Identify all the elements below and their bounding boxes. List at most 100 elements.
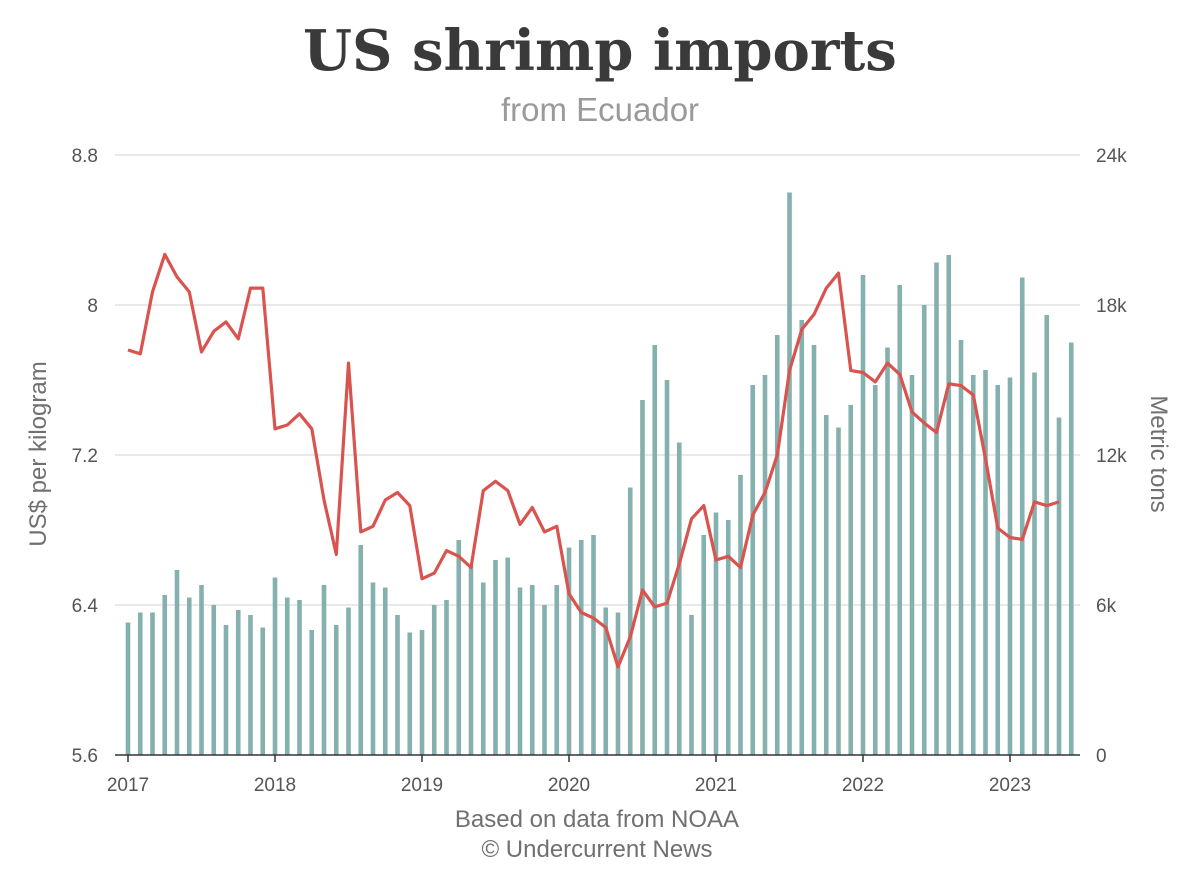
x-tick-label: 2020 — [548, 775, 590, 796]
bar — [456, 540, 462, 755]
x-tick-label: 2018 — [254, 775, 296, 796]
bar — [811, 345, 817, 755]
bar — [174, 570, 180, 755]
bar — [162, 595, 168, 755]
bar — [885, 347, 890, 755]
bar — [468, 565, 474, 755]
bar — [958, 340, 964, 755]
bar — [591, 535, 596, 755]
bar — [370, 582, 376, 755]
bar — [921, 305, 927, 755]
bar — [260, 627, 266, 755]
bar — [652, 345, 658, 755]
y-left-tick-label: 7.2 — [72, 446, 98, 467]
bar — [554, 585, 560, 755]
bar — [566, 547, 572, 755]
bar — [358, 545, 364, 755]
bar — [125, 622, 131, 755]
y-right-tick-label: 0 — [1096, 746, 1107, 767]
y-left-axis-label: US$ per kilogram — [25, 361, 52, 546]
bar — [309, 630, 315, 755]
bar — [640, 400, 645, 755]
bar — [860, 275, 866, 755]
bar — [431, 605, 437, 755]
bar — [444, 600, 449, 755]
bar — [823, 415, 829, 755]
bar-series — [125, 192, 1074, 755]
axes: 5.6 0 6.4 6k 7.2 12k 8 18k 8.8 24k 2017 2018 2019 202… — [72, 146, 1128, 796]
gridlines — [115, 154, 1080, 606]
bar — [578, 540, 584, 755]
bar — [186, 597, 192, 755]
y-right-tick-label: 18k — [1096, 296, 1127, 317]
bar — [542, 605, 547, 755]
bar — [284, 597, 290, 755]
x-tick-label: 2017 — [107, 775, 149, 796]
source-note: Based on data from NOAA — [455, 806, 739, 833]
bar — [529, 585, 535, 755]
bar — [615, 612, 621, 755]
bar — [211, 605, 217, 755]
y-right-axis-label: Metric tons — [1145, 395, 1172, 512]
bar — [346, 607, 351, 755]
bar — [480, 582, 486, 755]
x-tick-label: 2021 — [695, 775, 737, 796]
bar — [505, 557, 511, 755]
bar — [725, 520, 731, 755]
bar — [137, 612, 143, 755]
bar — [419, 630, 425, 755]
bar — [407, 632, 413, 755]
bar — [934, 262, 939, 755]
bar — [199, 585, 204, 755]
y-left-tick-label: 8.8 — [72, 146, 98, 167]
y-left-tick-label: 8 — [87, 296, 98, 317]
bar — [150, 612, 155, 755]
bar — [395, 615, 400, 755]
chart-subtitle: from Ecuador — [501, 91, 699, 128]
bar — [235, 610, 241, 755]
y-left-tick-label: 5.6 — [72, 746, 98, 767]
line-series — [127, 252, 1060, 669]
bar — [836, 427, 841, 755]
bar — [664, 380, 670, 755]
bar — [223, 625, 229, 755]
bar — [738, 475, 743, 755]
bar — [603, 607, 609, 755]
y-right-tick-label: 6k — [1096, 596, 1117, 617]
bar — [995, 385, 1001, 755]
bar — [848, 405, 854, 755]
bar — [297, 600, 302, 755]
bar — [1007, 377, 1013, 755]
price-line — [127, 252, 1060, 669]
bar — [762, 375, 768, 755]
bar — [897, 285, 903, 755]
x-tick-label: 2023 — [989, 775, 1031, 796]
bar — [787, 192, 792, 755]
bar — [1056, 417, 1062, 755]
bar — [517, 587, 523, 755]
bar — [1044, 315, 1050, 755]
bar — [970, 375, 976, 755]
bar — [872, 385, 878, 755]
x-tick-label: 2022 — [842, 775, 884, 796]
bar — [382, 587, 388, 755]
bar — [750, 385, 756, 755]
bar — [1068, 342, 1074, 755]
bar — [983, 370, 988, 755]
y-right-tick-label: 24k — [1096, 146, 1127, 167]
bar — [1032, 372, 1037, 755]
y-left-tick-label: 6.4 — [72, 596, 99, 617]
y-right-tick-label: 12k — [1096, 446, 1127, 467]
bar — [493, 560, 498, 755]
bar — [774, 335, 780, 755]
bar — [701, 535, 707, 755]
bar — [689, 615, 694, 755]
x-tick-label: 2019 — [401, 775, 443, 796]
bar — [676, 442, 682, 755]
copyright-note: © Undercurrent News — [481, 836, 712, 863]
bar — [248, 615, 253, 755]
bar — [909, 375, 915, 755]
chart-title: US shrimp imports — [303, 18, 897, 84]
bar — [1019, 277, 1025, 755]
